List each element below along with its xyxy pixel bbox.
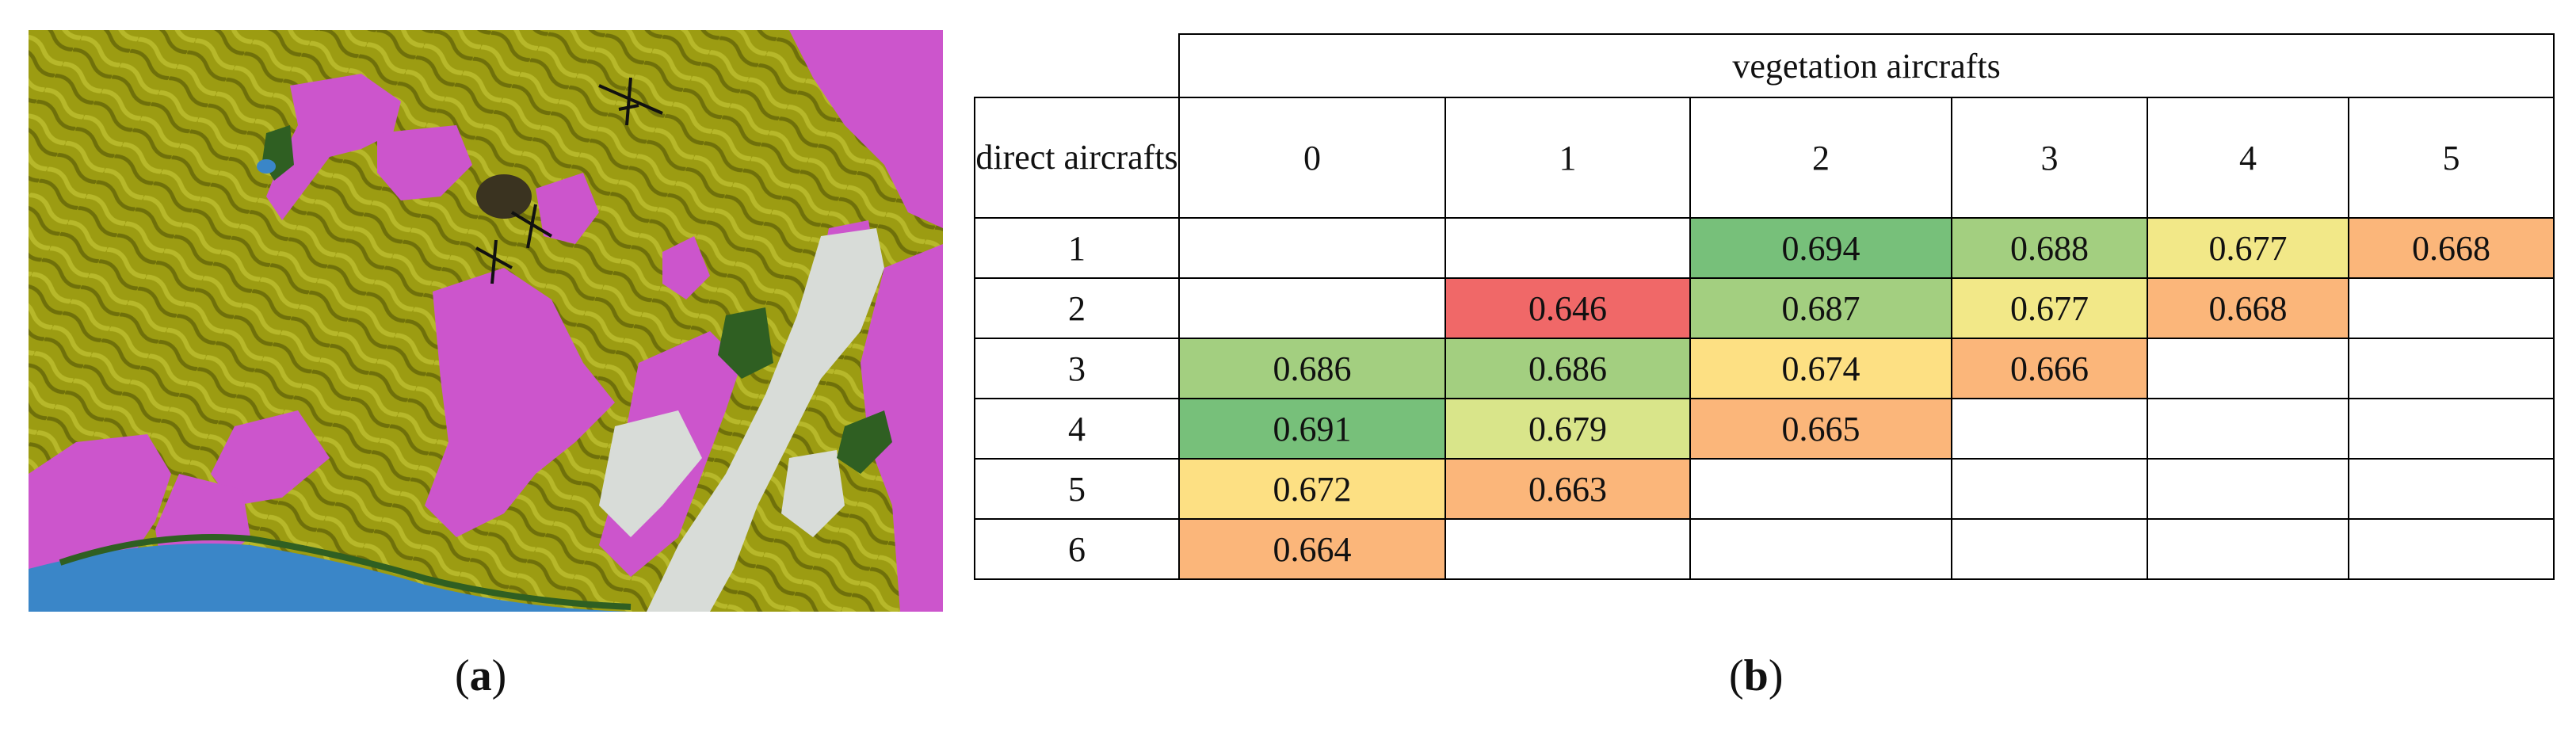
table-cell: 0.666 xyxy=(1951,338,2148,399)
empty-cell xyxy=(1951,398,2148,460)
table-cell: 0.687 xyxy=(1689,277,1952,339)
column-header: 0 xyxy=(1178,97,1446,219)
empty-cell xyxy=(1951,458,2148,520)
table-cell: 0.665 xyxy=(1689,398,1952,460)
row-label: 2 xyxy=(974,277,1180,339)
empty-cell xyxy=(2347,458,2555,520)
column-header: 4 xyxy=(2147,97,2349,219)
empty-cell xyxy=(1444,518,1691,580)
row-label: 1 xyxy=(974,217,1180,279)
row-label: 5 xyxy=(974,458,1180,520)
table-cell: 0.677 xyxy=(1951,277,2148,339)
table-cell: 0.688 xyxy=(1951,217,2148,279)
column-header: 5 xyxy=(2347,97,2555,219)
urban-area xyxy=(599,228,884,612)
table-row: 4 0.691 0.679 0.665 xyxy=(974,398,2555,460)
row-header: direct aircrafts xyxy=(974,97,1180,219)
table-cell: 0.664 xyxy=(1178,518,1446,580)
empty-cell xyxy=(2347,518,2555,580)
caption-b: (b) xyxy=(1729,651,1784,700)
table-cell: 0.668 xyxy=(2147,277,2349,339)
table-cell: 0.691 xyxy=(1178,398,1446,460)
column-header: 1 xyxy=(1444,97,1691,219)
results-table: vegetation aircrafts direct aircrafts 0 … xyxy=(974,33,2555,580)
empty-cell xyxy=(2147,338,2349,399)
coast-road xyxy=(59,534,632,610)
table-cell: 0.646 xyxy=(1444,277,1691,339)
table-cell: 0.694 xyxy=(1689,217,1952,279)
row-label: 3 xyxy=(974,338,1180,399)
aircraft-icon xyxy=(475,77,663,284)
empty-cell xyxy=(2347,277,2555,339)
table-cell: 0.679 xyxy=(1444,398,1691,460)
table-row: 2 0.646 0.687 0.677 0.668 xyxy=(974,277,2555,339)
corner-cell xyxy=(975,34,1180,98)
table-cell: 0.663 xyxy=(1444,458,1691,520)
empty-cell xyxy=(1951,518,2148,580)
empty-cell xyxy=(2147,458,2349,520)
empty-cell xyxy=(2347,338,2555,399)
table-row: 5 0.672 0.663 xyxy=(974,458,2555,520)
table-cell: 0.686 xyxy=(1444,338,1691,399)
empty-cell xyxy=(2147,518,2349,580)
table-cell: 0.668 xyxy=(2347,217,2555,279)
empty-cell xyxy=(1178,277,1446,339)
empty-cell xyxy=(2347,398,2555,460)
table-row: 6 0.664 xyxy=(974,518,2555,580)
column-group-header: vegetation aircrafts xyxy=(1177,33,2555,98)
row-label: 6 xyxy=(974,518,1180,580)
table-row: 1 0.694 0.688 0.677 0.668 xyxy=(974,217,2555,279)
table-cell: 0.674 xyxy=(1689,338,1952,399)
wildfire-map xyxy=(29,30,943,612)
sea xyxy=(29,544,631,612)
table-row: 3 0.686 0.686 0.674 0.666 xyxy=(974,338,2555,399)
table-cell: 0.672 xyxy=(1178,458,1446,520)
empty-cell xyxy=(1689,458,1952,520)
empty-cell xyxy=(2147,398,2349,460)
empty-cell xyxy=(1444,217,1691,279)
table-cell: 0.686 xyxy=(1178,338,1446,399)
header-row-group: vegetation aircrafts xyxy=(975,33,2555,98)
table-cell: 0.677 xyxy=(2147,217,2349,279)
caption-a: (a) xyxy=(455,651,507,700)
header-row-columns: direct aircrafts 0 1 2 3 4 5 xyxy=(974,97,2555,219)
lake xyxy=(257,159,276,174)
column-header: 3 xyxy=(1951,97,2148,219)
row-label: 4 xyxy=(974,398,1180,460)
fire-front xyxy=(476,174,532,219)
empty-cell xyxy=(1178,217,1446,279)
empty-cell xyxy=(1689,518,1952,580)
forest-patch xyxy=(262,125,892,474)
column-header: 2 xyxy=(1689,97,1952,219)
